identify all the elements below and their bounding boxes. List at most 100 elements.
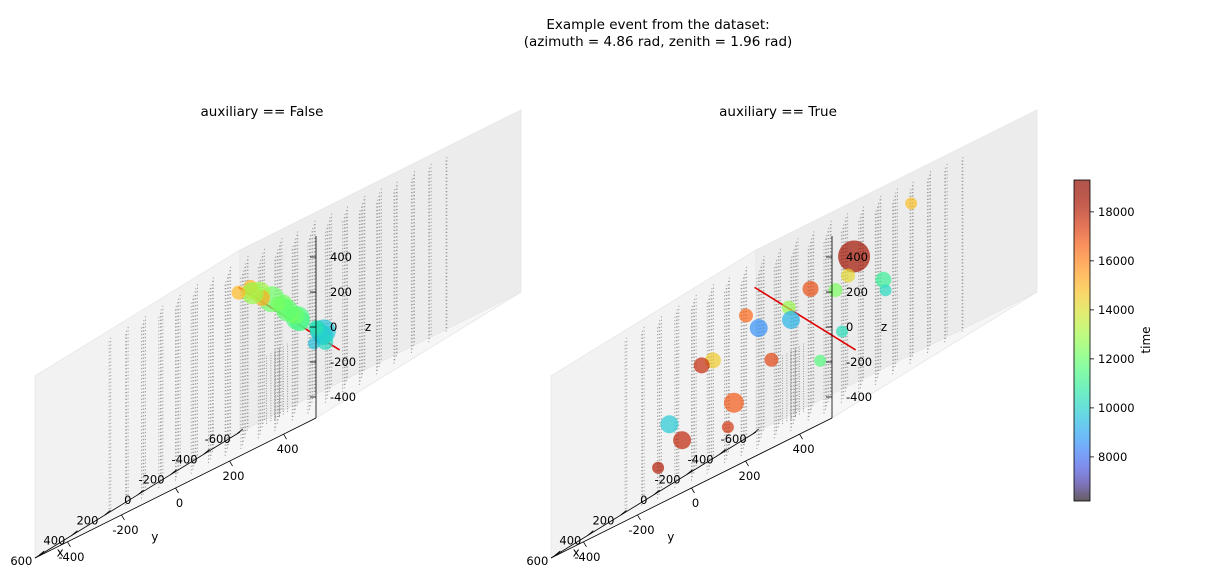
x-tick [38, 550, 45, 557]
hits [652, 197, 918, 474]
x-axis: -600 -400 -200 0 200 400 600 x [10, 428, 243, 568]
y-tick [121, 514, 125, 521]
hit-point [764, 352, 779, 367]
colorbar-tick-label: 12000 [1098, 352, 1135, 366]
hit-point [241, 282, 264, 305]
colorbar-tick-label: 14000 [1098, 303, 1135, 317]
colorbar-tick-label: 18000 [1098, 205, 1135, 219]
x-axis-label: x [57, 545, 64, 559]
x-tick [653, 489, 660, 496]
direction-line [754, 286, 857, 351]
colorbar-tick-label: 10000 [1098, 401, 1135, 415]
z-tick-label: 400 [846, 250, 868, 264]
x-tick-label: -600 [721, 432, 747, 446]
hit-point [660, 415, 679, 434]
y-tick [691, 487, 695, 494]
x-tick-label: 400 [43, 534, 65, 548]
x-tick [620, 510, 627, 516]
hit-point [652, 461, 665, 474]
z-axis-label: z [881, 320, 887, 334]
x-tick [104, 510, 111, 516]
hit-point [749, 319, 768, 338]
hit-point [739, 308, 754, 323]
hit-point [673, 431, 692, 450]
suptitle-line-2: (azimuth = 4.86 rad, zenith = 1.96 rad) [524, 34, 793, 50]
hit-point [781, 310, 800, 329]
x-tick-label: 400 [559, 534, 581, 548]
x-tick [587, 530, 594, 536]
hits [231, 279, 336, 350]
x-tick [170, 469, 177, 475]
hit-point [879, 284, 892, 297]
x-tick [686, 469, 693, 475]
x-tick-label: 600 [526, 554, 548, 568]
hit-point [802, 280, 819, 297]
y-tick-label: -400 [58, 550, 84, 564]
y-tick [229, 460, 233, 467]
hit-point [721, 421, 734, 434]
x-tick [236, 428, 243, 435]
y-axis: -400 -200 0 200 400 y [550, 417, 833, 564]
x-axis: -600 -400 -200 0 200 400 600 x [526, 428, 759, 568]
x-tick-label: 200 [76, 513, 98, 527]
y-tick-label: -200 [112, 523, 138, 537]
x-tick [752, 428, 759, 435]
y-tick [175, 487, 179, 494]
y-tick [283, 433, 287, 440]
y-tick-label: 200 [739, 469, 761, 483]
panel-auxiliary-false: auxiliary == False -600 -400 -200 0 200 400 60… [10, 104, 522, 568]
y-tick-label: 200 [223, 469, 245, 483]
hit-point [231, 285, 246, 300]
y-axis: -400 -200 0 200 400 y [34, 417, 317, 564]
z-tick-label: 200 [846, 285, 868, 299]
z-tick-label: 0 [846, 320, 853, 334]
x-tick-label: -600 [205, 432, 231, 446]
z-axis-label: z [365, 320, 371, 334]
y-tick-label: 400 [793, 442, 815, 456]
hit-point [828, 283, 843, 298]
x-axis-label: x [573, 545, 580, 559]
y-axis-label: y [151, 530, 158, 544]
pane-xz [239, 109, 522, 433]
y-tick-label: -200 [628, 523, 654, 537]
z-tick-label: -200 [330, 355, 356, 369]
x-tick-label: 0 [640, 493, 647, 507]
z-tick-label: 0 [330, 320, 337, 334]
pane-yz [34, 249, 241, 559]
x-tick [719, 449, 726, 455]
y-tick-label: 0 [176, 496, 183, 510]
z-tick-label: -400 [330, 390, 356, 404]
z-tick-label: 200 [330, 285, 352, 299]
y-tick-label: 0 [692, 496, 699, 510]
hit-point [814, 354, 827, 367]
y-tick [799, 433, 803, 440]
x-tick-label: 0 [124, 493, 131, 507]
panel-title: auxiliary == True [719, 104, 837, 120]
panel-title: auxiliary == False [201, 104, 324, 120]
x-tick-label: 200 [592, 513, 614, 527]
hit-point [835, 325, 848, 338]
y-tick [637, 514, 641, 521]
hit-point [693, 357, 710, 374]
hit-point [723, 392, 744, 413]
hit-point [838, 240, 871, 273]
z-axis: -400 -200 0 200 400 z [826, 236, 887, 418]
colorbar-label: time [1139, 326, 1153, 353]
pane-xz [755, 109, 1038, 433]
x-tick [554, 550, 561, 557]
z-tick-label: -400 [846, 390, 872, 404]
x-tick [137, 489, 144, 496]
x-tick-label: 600 [10, 554, 32, 568]
hit-point [905, 197, 918, 210]
y-tick [745, 460, 749, 467]
hit-point [841, 268, 856, 283]
hit-point [307, 337, 320, 350]
x-tick-label: -400 [172, 452, 198, 466]
z-axis: -400 -200 0 200 400 z [310, 236, 371, 418]
suptitle-line-1: Example event from the dataset: [546, 17, 769, 33]
x-tick-label: -200 [138, 473, 164, 487]
x-tick-label: -200 [654, 473, 680, 487]
z-tick-label: -200 [846, 355, 872, 369]
colorbar-tick-label: 8000 [1098, 450, 1127, 464]
